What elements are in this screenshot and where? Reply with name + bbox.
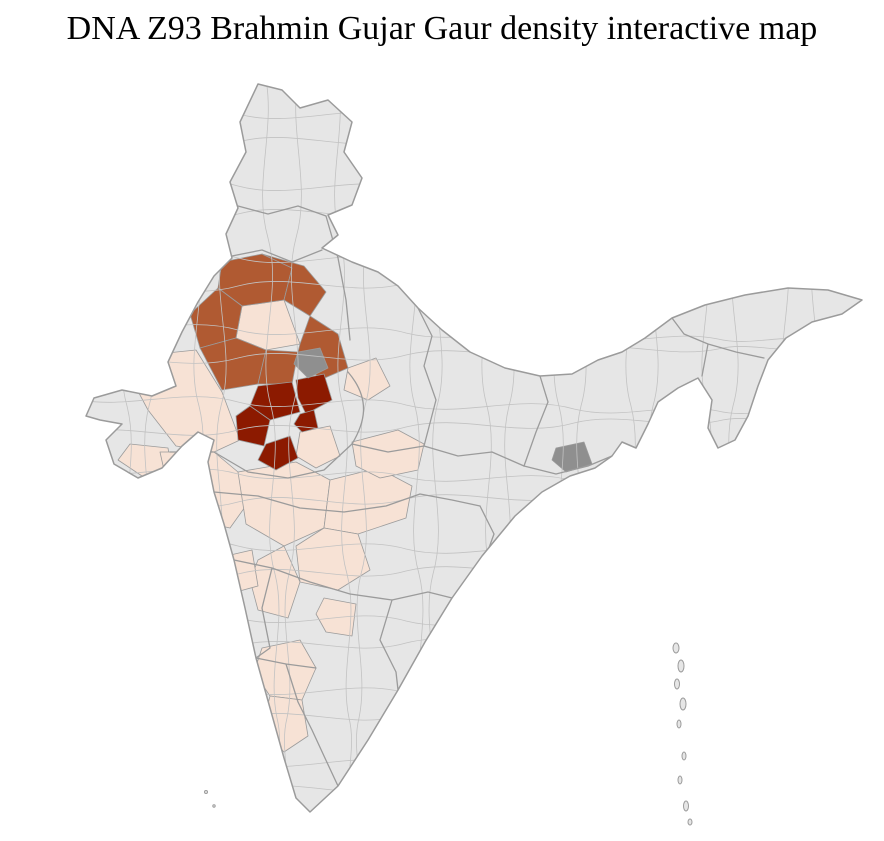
state-border-line [213, 491, 481, 513]
state-border-line [379, 599, 399, 691]
state-border-line [285, 663, 339, 787]
district-boundary-line [284, 84, 302, 812]
state-border-line [255, 567, 273, 659]
island[interactable] [677, 659, 685, 673]
district-boundary-line [86, 704, 862, 724]
district-boundary-line [190, 84, 208, 812]
district-boundary-line [86, 252, 862, 272]
choropleth-darkgray-districts [293, 347, 593, 473]
district-low[interactable] [295, 425, 341, 469]
island[interactable] [676, 719, 682, 729]
state-border-line [237, 205, 327, 217]
district-boundary-line [86, 684, 862, 704]
district-boundary-line [698, 84, 716, 812]
state-border-line [417, 307, 437, 447]
island[interactable] [677, 775, 683, 785]
state-border-line [347, 371, 365, 445]
state-border-line [351, 443, 525, 467]
island[interactable] [212, 804, 216, 808]
district-boundary-line [804, 84, 822, 812]
page-title: DNA Z93 Brahmin Gujar Gaur density inter… [66, 10, 818, 47]
island[interactable] [679, 697, 687, 711]
state-border-line [325, 215, 351, 341]
district-gray[interactable] [293, 347, 329, 379]
district-boundary-line [86, 200, 862, 220]
district-boundary-line [86, 272, 862, 292]
lakshadweep-islands [204, 790, 216, 808]
district-boundary-line [86, 756, 862, 776]
choropleth-high-density [235, 373, 333, 471]
andaman-islands [672, 642, 693, 826]
india-landmass[interactable] [86, 84, 862, 812]
district-high[interactable] [295, 373, 333, 415]
district-boundary-line [86, 776, 862, 796]
island[interactable] [681, 751, 687, 761]
district-boundary-line [86, 632, 862, 652]
district-boundary-line [86, 612, 862, 632]
district-boundary-line [644, 84, 662, 812]
island[interactable] [674, 678, 680, 690]
state-border-line [231, 249, 323, 263]
state-border-line [523, 455, 613, 475]
district-medium[interactable] [199, 337, 267, 391]
island[interactable] [687, 818, 693, 826]
district-boundary-line [86, 180, 862, 200]
district-boundary-line [778, 84, 796, 812]
state-border-line [523, 375, 549, 467]
state-border-line [701, 343, 709, 377]
district-high[interactable] [257, 435, 299, 471]
district-boundary-line [86, 128, 862, 148]
island[interactable] [204, 790, 208, 794]
district-high[interactable] [235, 405, 271, 447]
district-high[interactable] [249, 381, 301, 421]
district-boundary-line [334, 84, 352, 812]
island[interactable] [683, 800, 689, 812]
national-border [85, 83, 863, 813]
district-boundary-line [86, 108, 862, 128]
island[interactable] [672, 642, 680, 654]
